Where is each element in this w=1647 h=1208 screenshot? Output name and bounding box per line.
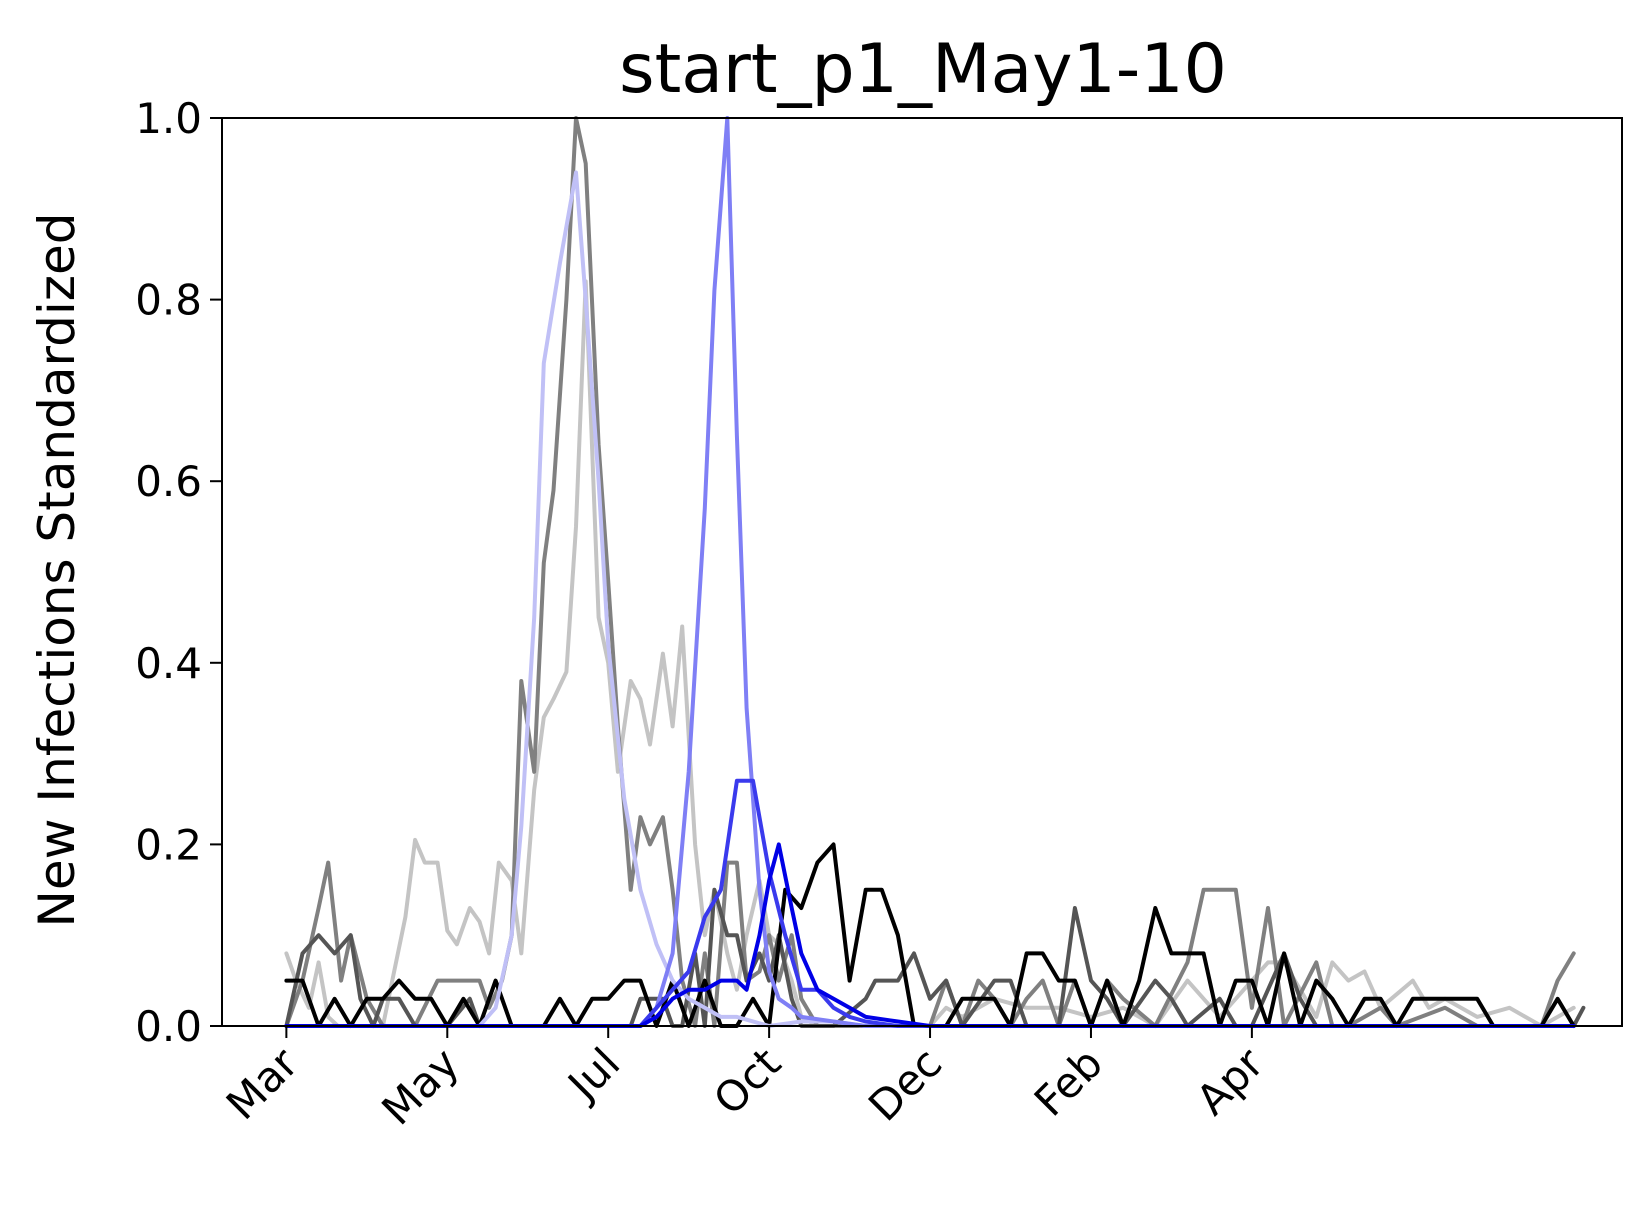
- y-tick-label: 0.2: [135, 820, 202, 869]
- series-line-5: [284, 170, 1576, 1028]
- y-tick-label: 0.8: [135, 276, 202, 325]
- plot-frame: [221, 117, 1623, 1027]
- x-tick-label: Feb: [1025, 1038, 1112, 1125]
- x-tick-label: Dec: [859, 1038, 951, 1130]
- x-tick-label: Apr: [1187, 1038, 1274, 1125]
- series-line-6: [284, 116, 1576, 1028]
- series-line-1: [284, 279, 1576, 1028]
- x-tick-label: Jul: [557, 1038, 630, 1111]
- series-line-2: [284, 116, 1576, 1028]
- series-line-3: [284, 887, 1586, 1028]
- series-line-8: [284, 842, 1576, 1028]
- y-axis-label: New Infections Standardized: [28, 212, 86, 927]
- x-tick-label: May: [372, 1038, 468, 1134]
- chart-title: start_p1_May1-10: [619, 30, 1227, 109]
- x-tick-label: Oct: [704, 1038, 790, 1124]
- y-tick-label: 0.4: [135, 639, 202, 688]
- y-tick-label: 0.0: [135, 1002, 202, 1051]
- y-tick-label: 0.6: [135, 457, 202, 506]
- series-line-7: [284, 778, 1576, 1028]
- plot-area: [284, 116, 1586, 1028]
- y-tick-label: 1.0: [135, 94, 202, 143]
- x-tick-label: Mar: [217, 1038, 308, 1129]
